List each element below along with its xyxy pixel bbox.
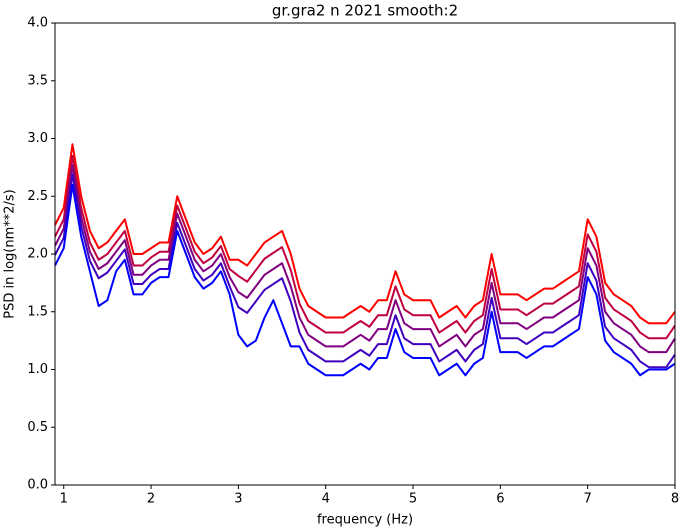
x-tick-label: 1	[60, 492, 68, 507]
x-axis-label: frequency (Hz)	[317, 513, 413, 528]
y-tick-label: 4.0	[27, 16, 48, 31]
x-tick-label: 7	[584, 492, 592, 507]
x-tick-label: 2	[147, 492, 155, 507]
y-axis-label: PSD in log(nm**2/s)	[3, 189, 18, 319]
plot-frame	[54, 22, 676, 486]
x-tick-label: 4	[322, 492, 330, 507]
x-tick-label: 8	[671, 492, 679, 507]
x-tick-label: 3	[234, 492, 242, 507]
y-tick-label: 2.5	[27, 189, 48, 204]
series-line	[55, 154, 675, 340]
y-tick-label: 0.0	[27, 478, 48, 493]
y-tick-label: 2.0	[27, 247, 48, 262]
y-tick-label: 3.0	[27, 131, 48, 146]
y-tick-label: 3.5	[27, 73, 48, 88]
y-tick-label: 1.5	[27, 304, 48, 319]
y-tick-label: 0.5	[27, 420, 48, 435]
series-line	[55, 183, 675, 377]
series-line	[55, 164, 675, 354]
series-line	[55, 143, 675, 325]
series-line	[55, 173, 675, 369]
y-tick-label: 1.0	[27, 362, 48, 377]
x-tick-label: 5	[409, 492, 417, 507]
x-tick-label: 6	[496, 492, 504, 507]
chart-title: gr.gra2 n 2021 smooth:2	[272, 2, 458, 20]
